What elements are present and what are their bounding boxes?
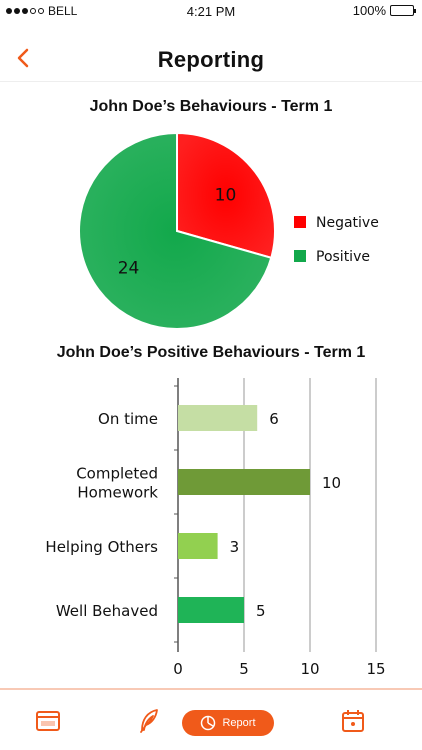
category-label: Homework (77, 484, 158, 502)
pie-chart-title: John Doe’s Behaviours - Term 1 (89, 98, 333, 115)
feather-icon (140, 709, 158, 733)
bar-helping-others (178, 533, 218, 559)
bar-completed-homework (178, 469, 310, 495)
report-label: Report (222, 717, 256, 729)
page-title: Reporting (157, 47, 265, 72)
bar-value-label: 5 (256, 602, 266, 620)
category-label: Well Behaved (56, 602, 158, 620)
bar-well-behaved (178, 597, 244, 623)
category-label: Helping Others (45, 538, 158, 556)
pie-data-label: 10 (215, 185, 237, 205)
battery-percent: 100% (352, 3, 386, 18)
legend-swatch-negative (294, 216, 306, 228)
back-button[interactable] (12, 46, 36, 70)
bar-value-label: 6 (269, 410, 279, 428)
category-label: Completed (76, 465, 158, 483)
signal-strength-icon (6, 8, 44, 14)
legend-swatch-positive (294, 250, 306, 262)
legend-label-negative: Negative (316, 215, 379, 231)
battery-icon (390, 5, 416, 16)
pie-slice-positive (78, 131, 273, 330)
pie-slice-negative (176, 131, 276, 260)
x-tick-label: 5 (239, 660, 249, 678)
x-tick-label: 15 (366, 660, 385, 678)
bar-value-label: 3 (230, 538, 240, 556)
pie-chart: 10 24 Negative Positive (78, 131, 379, 330)
battery-status: 100% (352, 3, 416, 18)
header: Reporting (0, 30, 422, 82)
x-tick-label: 10 (300, 660, 319, 678)
category-label: On time (98, 410, 158, 428)
bottom-nav: Report (0, 688, 422, 750)
status-bar: BELL 4:21 PM 100% (0, 0, 422, 22)
pie-data-label: 24 (118, 259, 140, 279)
nav-report-button[interactable]: Report (182, 710, 274, 736)
legend-label-positive: Positive (316, 249, 370, 265)
nav-feather[interactable] (136, 708, 162, 734)
chevron-left-icon (17, 48, 29, 68)
browser-window-icon (36, 711, 60, 731)
calendar-icon (342, 710, 364, 732)
x-tick-label: 0 (173, 660, 183, 678)
signal-carrier: BELL (6, 4, 77, 18)
bar-chart-title: John Doe’s Positive Behaviours - Term 1 (56, 344, 366, 361)
bar-on-time (178, 405, 258, 431)
pie-chart-icon (201, 715, 216, 731)
carrier-name: BELL (48, 4, 78, 18)
bar-value-label: 10 (322, 474, 341, 492)
nav-browser[interactable] (35, 708, 61, 734)
nav-calendar[interactable] (340, 708, 366, 734)
status-time: 4:21 PM (186, 4, 236, 19)
